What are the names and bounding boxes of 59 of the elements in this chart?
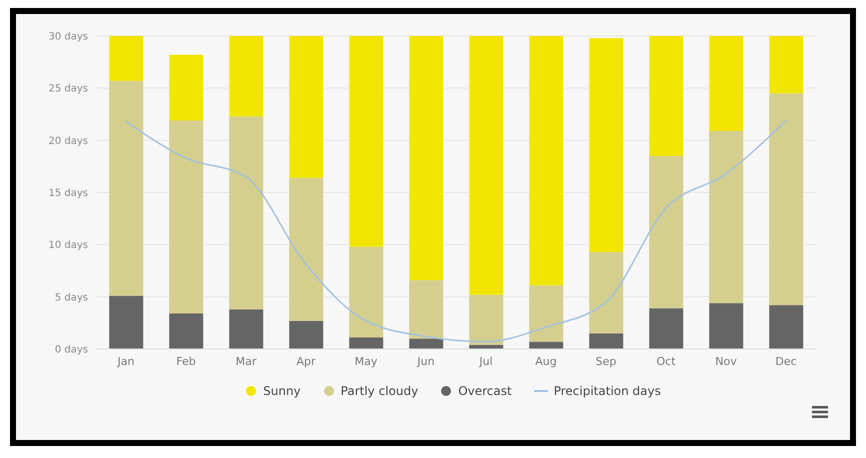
bar	[589, 38, 624, 252]
x-tick-label: Apr	[296, 354, 316, 368]
bar	[349, 246, 384, 338]
y-tick-label: 10 days	[48, 240, 88, 252]
x-tick-label: May	[354, 354, 378, 368]
y-tick-label: 30 days	[48, 32, 88, 43]
bar	[409, 338, 444, 349]
bar	[529, 342, 564, 349]
bar	[229, 36, 264, 116]
bar	[289, 36, 324, 178]
bar	[289, 320, 324, 349]
bar	[229, 116, 264, 310]
y-tick-label: 20 days	[48, 136, 88, 147]
x-tick-label: Feb	[176, 354, 196, 368]
bar	[709, 130, 744, 304]
x-tick-label: Sep	[596, 354, 616, 368]
bar	[289, 178, 324, 321]
legend-label: Overcast	[458, 384, 512, 398]
legend-label: Precipitation days	[554, 384, 661, 398]
y-tick-label: 0 days	[54, 344, 88, 356]
y-tick-label: 5 days	[54, 292, 88, 304]
x-tick-label: Dec	[775, 354, 797, 368]
x-tick-label: Jul	[478, 354, 493, 368]
bar	[109, 80, 144, 296]
y-tick-label: 15 days	[48, 188, 88, 200]
bar	[349, 338, 384, 349]
bar	[109, 36, 144, 81]
bar	[409, 36, 444, 280]
y-tick-label: 25 days	[48, 84, 88, 95]
bar	[169, 314, 204, 349]
bar	[769, 36, 804, 94]
x-tick-label: Jan	[116, 354, 134, 368]
bar	[229, 309, 264, 349]
bar	[529, 36, 564, 286]
x-tick-label: Mar	[236, 354, 257, 368]
legend-label: Sunny	[263, 384, 301, 398]
bar	[529, 285, 564, 342]
bar	[769, 305, 804, 349]
bar	[589, 252, 624, 334]
bar	[349, 36, 384, 247]
bar	[649, 156, 684, 308]
bar	[709, 303, 744, 349]
bar	[589, 333, 624, 349]
legend-label: Partly cloudy	[340, 384, 418, 398]
x-tick-label: Jun	[416, 354, 435, 368]
x-tick-label: Oct	[656, 354, 676, 368]
bar	[649, 308, 684, 349]
bar	[649, 36, 684, 156]
bar	[469, 36, 504, 295]
bar	[769, 93, 804, 306]
line-series	[125, 120, 787, 342]
bar	[109, 296, 144, 349]
bar	[169, 120, 204, 314]
x-tick-label: Nov	[715, 354, 738, 368]
bar	[169, 54, 204, 121]
bar	[409, 280, 444, 339]
bar	[709, 36, 744, 131]
bar	[469, 294, 504, 345]
x-tick-label: Aug	[535, 354, 557, 368]
